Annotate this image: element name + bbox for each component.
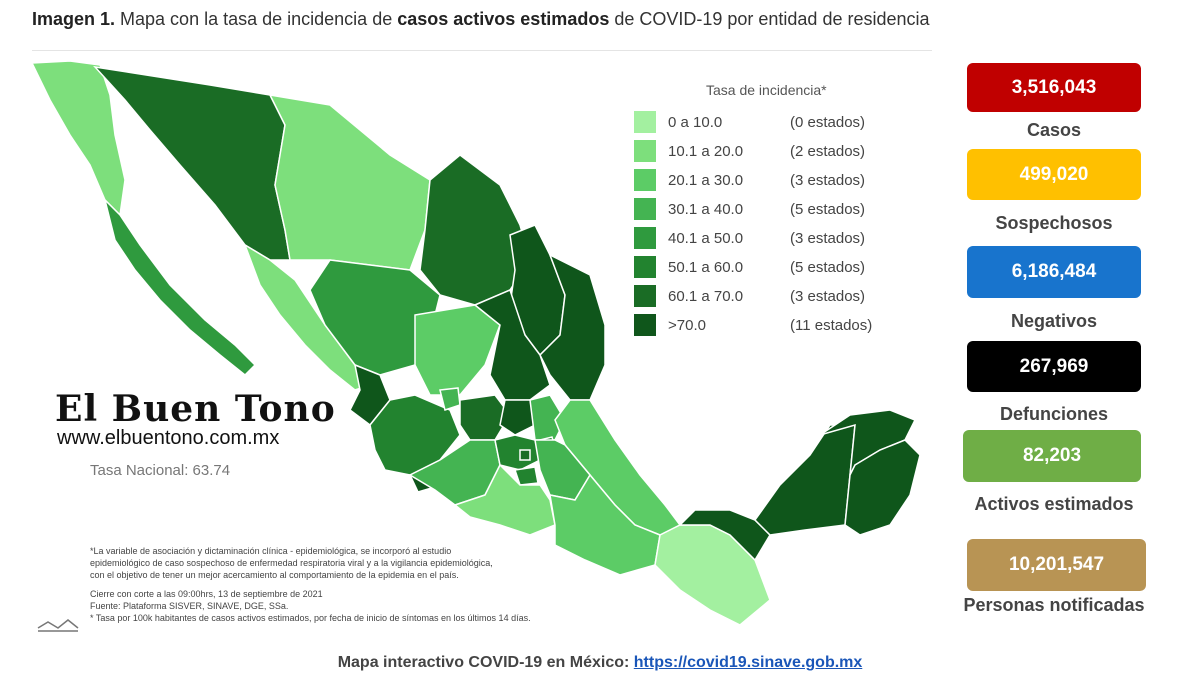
- legend-range: >70.0: [668, 316, 706, 334]
- note-line: * Tasa por 100k habitantes de casos acti…: [90, 613, 531, 623]
- heading-prefix: Imagen 1.: [32, 9, 116, 29]
- legend-count: (2 estados): [790, 142, 866, 160]
- mexico-map: [30, 60, 921, 632]
- legend-range: 20.1 a 30.0: [668, 171, 744, 189]
- heading-text-1: Mapa con la tasa de incidencia de: [115, 9, 398, 29]
- legend-range: 40.1 a 50.0: [668, 229, 744, 247]
- legend-swatch: [634, 198, 656, 220]
- legend-row: 60.1 a 70.0 (3 estados): [634, 284, 865, 308]
- legend-range: 0 a 10.0: [668, 113, 723, 131]
- legend-swatch: [634, 169, 656, 191]
- stat-defunciones-value: 267,969: [967, 341, 1141, 392]
- legend-row: 0 a 10.0 (0 estados): [634, 110, 865, 134]
- legend-row: 20.1 a 30.0 (3 estados): [634, 168, 865, 192]
- stat-casos-label: Casos: [1026, 120, 1082, 140]
- state-zacatecas[interactable]: [414, 304, 501, 396]
- legend-count: (5 estados): [790, 258, 866, 276]
- footer-link[interactable]: https://covid19.sinave.gob.mx: [633, 654, 863, 671]
- legend-swatch: [634, 111, 656, 133]
- divider-line: [32, 50, 932, 51]
- stat-negativos-label: Negativos: [1010, 311, 1098, 331]
- brand-url: www.elbuentono.com.mx: [57, 427, 280, 449]
- note-line: Fuente: Plataforma SISVER, SINAVE, DGE, …: [90, 601, 289, 611]
- stat-sospechosos-label: Sospechosos: [995, 213, 1113, 233]
- legend-count: (11 estados): [790, 316, 873, 334]
- state-campeche[interactable]: [754, 424, 856, 536]
- state-chihuahua[interactable]: [268, 94, 431, 271]
- legend-title: Tasa de incidencia*: [706, 82, 827, 98]
- legend-count: (3 estados): [790, 287, 866, 305]
- state-mexico[interactable]: [494, 434, 541, 471]
- heading-bold: casos activos estimados: [397, 9, 610, 29]
- legend-count: (0 estados): [790, 113, 866, 131]
- legend-range: 30.1 a 40.0: [668, 200, 744, 218]
- logo-mark: [37, 619, 79, 632]
- stat-casos-value: 3,516,043: [967, 63, 1141, 112]
- state-morelos[interactable]: [514, 466, 539, 486]
- legend-swatch: [634, 227, 656, 249]
- legend-row: 10.1 a 20.0 (2 estados): [634, 139, 865, 163]
- stat-negativos-value: 6,186,484: [967, 246, 1141, 298]
- legend-row: 40.1 a 50.0 (3 estados): [634, 226, 865, 250]
- state-cdmx[interactable]: [519, 449, 531, 461]
- legend-count: (3 estados): [790, 229, 866, 247]
- legend-swatch: [634, 256, 656, 278]
- note-line: Cierre con corte a las 09:00hrs, 13 de s…: [90, 589, 323, 599]
- state-baja-california-sur[interactable]: [103, 197, 257, 377]
- state-quintana-roo[interactable]: [844, 439, 921, 536]
- legend-range: 50.1 a 60.0: [668, 258, 744, 276]
- heading-text-2: de COVID-19 por entidad de residencia: [609, 9, 930, 29]
- note-line: epidemiológico de caso sospechoso de enf…: [90, 558, 493, 568]
- legend-row: >70.0 (11 estados): [634, 313, 872, 337]
- state-san-luis-potosi[interactable]: [473, 288, 551, 401]
- stat-defunciones-label: Defunciones: [999, 404, 1109, 424]
- tasa-nacional: Tasa Nacional: 63.74: [90, 462, 231, 479]
- stat-personas-value: 10,201,547: [967, 539, 1146, 591]
- figure-heading: Imagen 1. Mapa con la tasa de incidencia…: [32, 9, 930, 30]
- note-line: *La variable de asociación y dictaminaci…: [90, 546, 452, 556]
- stat-sospechosos-value: 499,020: [967, 149, 1141, 200]
- state-queretaro[interactable]: [499, 399, 536, 436]
- legend-row: 30.1 a 40.0 (5 estados): [634, 197, 865, 221]
- footer-text: Mapa interactivo COVID-19 en México:: [337, 654, 634, 671]
- legend-row: 50.1 a 60.0 (5 estados): [634, 255, 865, 279]
- stat-personas-label: Personas notificadas: [963, 595, 1145, 615]
- stat-activos-value: 82,203: [963, 430, 1141, 482]
- stat-activos-label: Activos estimados: [974, 494, 1134, 514]
- state-baja-california[interactable]: [30, 60, 126, 217]
- state-jalisco[interactable]: [369, 394, 461, 476]
- legend-swatch: [634, 285, 656, 307]
- footer: Mapa interactivo COVID-19 en México: htt…: [0, 654, 1200, 672]
- legend-range: 10.1 a 20.0: [668, 142, 744, 160]
- legend-swatch: [634, 314, 656, 336]
- state-guerrero[interactable]: [453, 463, 556, 536]
- legend-swatch: [634, 140, 656, 162]
- brand-name: El Buen Tono: [55, 388, 336, 430]
- legend-count: (3 estados): [790, 171, 866, 189]
- legend-range: 60.1 a 70.0: [668, 287, 744, 305]
- legend-count: (5 estados): [790, 200, 866, 218]
- note-line: con el objetivo de tener un mejor acerca…: [90, 570, 459, 580]
